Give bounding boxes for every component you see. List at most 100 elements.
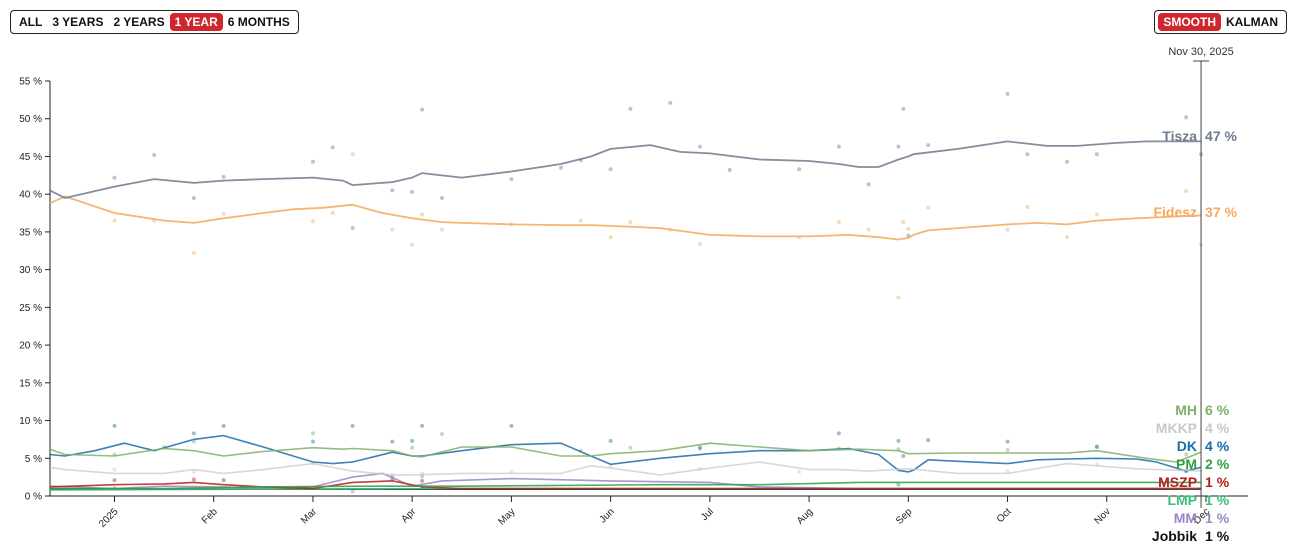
poll-dot-tisza xyxy=(390,188,395,193)
poll-dot-dk xyxy=(191,431,196,436)
poll-dot-tisza xyxy=(697,144,702,149)
poll-dot-fidesz xyxy=(310,219,315,224)
poll-dot-tisza xyxy=(866,182,871,187)
y-tick-label: 50 % xyxy=(19,114,42,125)
party-value-pm: 2 % xyxy=(1205,456,1230,472)
poll-dot-fidesz xyxy=(1094,212,1099,217)
y-tick-label: 30 % xyxy=(19,265,42,276)
party-name-mh: MH xyxy=(1175,402,1197,418)
poll-dot-fidesz xyxy=(896,295,901,300)
party-name-dk: DK xyxy=(1177,438,1197,454)
range-3-years-button[interactable]: 3 YEARS xyxy=(52,15,104,29)
x-tick-label: Jul xyxy=(699,506,716,523)
cursor-date-label: Nov 30, 2025 xyxy=(1168,46,1233,58)
y-tick-label: 25 % xyxy=(19,303,42,314)
poll-dot-dk xyxy=(112,423,117,428)
poll-dot-tisza xyxy=(1005,91,1010,96)
poll-dot-tisza xyxy=(439,195,444,200)
poll-dot-tisza xyxy=(152,152,157,157)
party-name-pm: PM xyxy=(1176,456,1197,472)
poll-dot-dk xyxy=(420,423,425,428)
poll-dot-dk xyxy=(926,438,931,443)
poll-dot-mh xyxy=(410,445,415,450)
x-tick-label: Nov xyxy=(1093,506,1113,526)
party-name-lmp: LMP xyxy=(1167,492,1197,508)
y-tick-label: 5 % xyxy=(25,454,42,465)
poll-dot-fidesz xyxy=(439,227,444,232)
poll-dot-mh xyxy=(697,444,702,449)
trend-line-tisza xyxy=(49,140,1201,199)
party-value-mh: 6 % xyxy=(1205,402,1230,418)
poll-dots xyxy=(112,91,1204,494)
party-value-jobbik: 1 % xyxy=(1205,528,1230,544)
poll-dot-tisza xyxy=(1184,115,1189,120)
poll-dot-fidesz xyxy=(191,251,196,256)
poll-dot-tisza xyxy=(926,143,931,148)
x-tick-label: 2025 xyxy=(97,506,121,530)
poll-dot-mkkp xyxy=(191,469,196,474)
poll-dot-dk xyxy=(390,439,395,444)
poll-dot-tisza xyxy=(310,159,315,164)
trend-line-fidesz xyxy=(49,195,1202,241)
date-cursor[interactable]: Nov 30, 2025 xyxy=(1168,46,1234,508)
party-value-mkkp: 4 % xyxy=(1205,420,1230,436)
range-all-button[interactable]: ALL xyxy=(19,15,43,29)
poll-dot-fidesz xyxy=(390,227,395,232)
poll-dot-fidesz xyxy=(1065,235,1070,240)
poll-dot-tisza xyxy=(797,167,802,172)
smooth-mode-button[interactable]: SMOOTH xyxy=(1158,13,1221,31)
x-tick-label: Apr xyxy=(400,506,419,525)
y-tick-label: 40 % xyxy=(19,190,42,201)
poll-dot-fidesz xyxy=(836,220,841,225)
poll-dot-mszp xyxy=(191,477,196,482)
poll-dot-mh xyxy=(628,445,633,450)
poll-dot-mszp xyxy=(221,478,226,483)
party-value-fidesz: 37 % xyxy=(1205,204,1237,220)
range-1-year-button[interactable]: 1 YEAR xyxy=(169,13,223,31)
poll-dot-dk xyxy=(410,438,415,443)
poll-dot-dk xyxy=(836,431,841,436)
poll-dot-tisza xyxy=(1094,152,1099,157)
party-labels: Tisza 47 % Fidesz 37 % MH 6 % MKKP 4 % DK 4 % PM 2 … xyxy=(1152,128,1238,544)
poll-dot-tisza xyxy=(410,189,415,194)
party-name-fidesz: Fidesz xyxy=(1153,204,1197,220)
poll-dot-fidesz xyxy=(420,212,425,217)
party-value-mm: 1 % xyxy=(1205,510,1230,526)
trend-line-pm xyxy=(50,481,1201,490)
time-range-selector: ALL 3 YEARS 2 YEARS 1 YEAR 6 MONTHS xyxy=(10,10,299,34)
poll-dot-dk xyxy=(509,423,514,428)
poll-dot-mszp xyxy=(420,478,425,483)
y-tick-label: 35 % xyxy=(19,227,42,238)
poll-dot-dk xyxy=(350,423,355,428)
party-value-mszp: 1 % xyxy=(1205,474,1230,490)
poll-dot-tisza xyxy=(896,144,901,149)
range-6-months-button[interactable]: 6 MONTHS xyxy=(227,15,290,29)
poll-dot-dk xyxy=(1005,439,1010,444)
poll-dot-tisza xyxy=(420,107,425,112)
range-2-years-button[interactable]: 2 YEARS xyxy=(113,15,165,29)
poll-dot-mh xyxy=(1005,447,1010,452)
trend-line-mszp xyxy=(49,480,1201,490)
y-tick-label: 20 % xyxy=(19,341,42,352)
party-value-dk: 4 % xyxy=(1205,438,1230,454)
poll-dot-fidesz xyxy=(697,241,702,246)
poll-dot-fidesz xyxy=(330,211,335,216)
poll-dot-dk xyxy=(310,439,315,444)
kalman-mode-button[interactable]: KALMAN xyxy=(1226,15,1278,29)
poll-dot-tisza xyxy=(559,165,564,170)
poll-dot-dk xyxy=(697,446,702,451)
poll-dot-mkkp xyxy=(112,467,117,472)
poll-dot-fidesz xyxy=(866,227,871,232)
y-tick-label: 15 % xyxy=(19,378,42,389)
poll-dot-fidesz xyxy=(1005,227,1010,232)
poll-dot-tisza xyxy=(1065,159,1070,164)
party-value-lmp: 1 % xyxy=(1205,492,1230,508)
trend-line-mkkp xyxy=(49,461,1202,476)
poll-dot-tisza xyxy=(901,106,906,111)
trend-line-dk xyxy=(49,434,1202,473)
poll-dot-fidesz xyxy=(112,218,117,223)
party-name-mm: MM xyxy=(1174,510,1197,526)
poll-dot-mszp xyxy=(112,478,117,483)
x-tick-label: Aug xyxy=(795,506,815,526)
